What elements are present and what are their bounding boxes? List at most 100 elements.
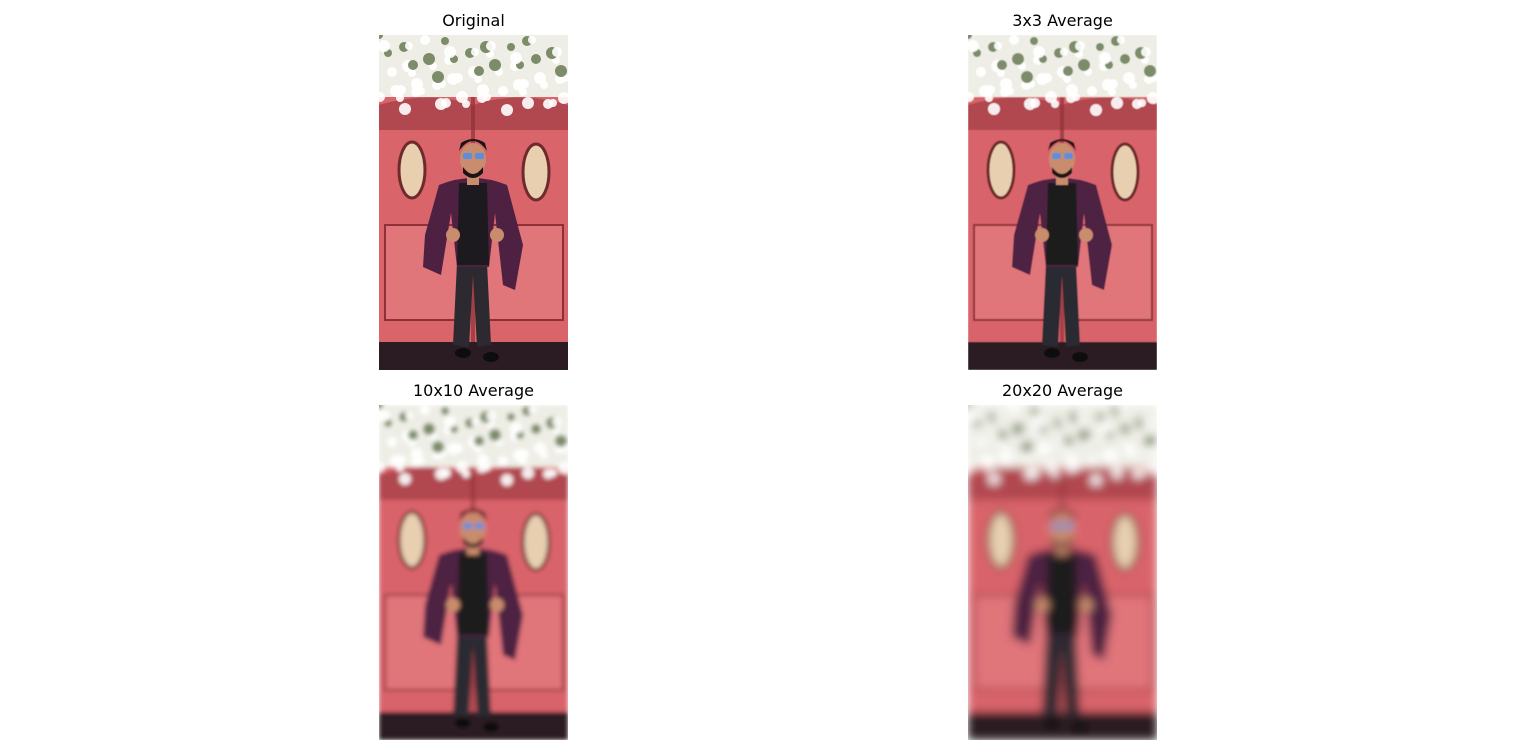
flower [968,92,974,102]
flower [1045,461,1057,473]
shoe-left [1044,718,1060,728]
window-left [397,140,427,200]
head [1049,143,1075,175]
flower [1096,43,1104,51]
flower [522,467,534,479]
flower [549,99,557,107]
flowers [968,405,1157,486]
floor [968,712,1157,740]
flower [968,405,972,409]
flower [474,66,484,76]
photo-svg [968,405,1157,740]
flower [1111,97,1123,109]
hand-right [490,228,504,242]
flower [441,37,449,45]
shoe-right [483,722,499,732]
glasses-right [1064,153,1073,159]
flower [558,92,568,104]
flower [1042,443,1052,453]
flower [405,412,413,420]
flower [531,424,541,434]
flower [1063,436,1073,446]
flower [1030,468,1040,478]
flower [1033,416,1045,428]
photo-svg [379,405,568,740]
head [460,143,486,175]
photo-3x3-average [968,35,1157,370]
flower [1078,429,1090,441]
flower [1045,91,1057,103]
flower [411,78,423,90]
flower [432,71,444,83]
flower [1060,418,1068,426]
flower [423,423,435,435]
panel-title: 3x3 Average [1012,11,1113,30]
flower [988,103,1000,115]
floor [968,342,1157,370]
flower [453,73,463,83]
flower [444,416,456,428]
window-right [1110,512,1140,572]
hand-left [446,228,460,242]
flower [1087,86,1097,96]
flower [510,422,522,434]
flower [498,456,508,466]
hair [459,139,487,151]
flower [968,40,979,52]
person [1012,139,1112,362]
person [423,139,523,362]
flower [1090,104,1102,116]
pants [453,633,491,717]
flower [534,442,546,454]
shoe-right [1072,352,1088,362]
scene [379,405,568,740]
flower [994,42,1002,50]
flower [408,430,418,440]
flower [1141,417,1151,427]
photo-10x10-average [379,405,568,740]
flower [477,454,489,466]
flower [387,437,397,447]
glasses-left [463,523,472,529]
flower [1108,79,1118,89]
flower [1144,65,1156,77]
hand-right [1079,228,1093,242]
hair [1048,139,1076,151]
shoe-left [455,348,471,358]
flower [1030,37,1038,45]
flower [552,417,562,427]
window-left [986,140,1016,200]
flower [1117,36,1125,44]
flower [1138,99,1146,107]
flower [1147,462,1157,474]
shoe-left [455,718,471,728]
flower [396,455,406,465]
flower [456,461,468,473]
flower [1120,54,1130,64]
flower [1012,53,1024,65]
beard [463,537,483,548]
pants [1042,633,1080,717]
head [1049,513,1075,545]
flower [997,60,1007,70]
flower [1099,422,1111,434]
flower [441,98,451,108]
window-left [397,510,427,570]
flower [471,48,479,56]
flower [558,462,568,474]
flower [1090,474,1102,486]
flowers [379,405,568,486]
flower [531,54,541,64]
pants [1042,263,1080,347]
flowers [968,35,1157,116]
person [423,509,523,732]
flower [1033,46,1045,58]
flower [1000,78,1012,90]
photo-svg [968,35,1157,370]
flower [1075,41,1085,51]
flower [1117,406,1125,414]
flower [1138,469,1146,477]
flower [1096,413,1104,421]
person [1012,509,1112,732]
head [460,513,486,545]
